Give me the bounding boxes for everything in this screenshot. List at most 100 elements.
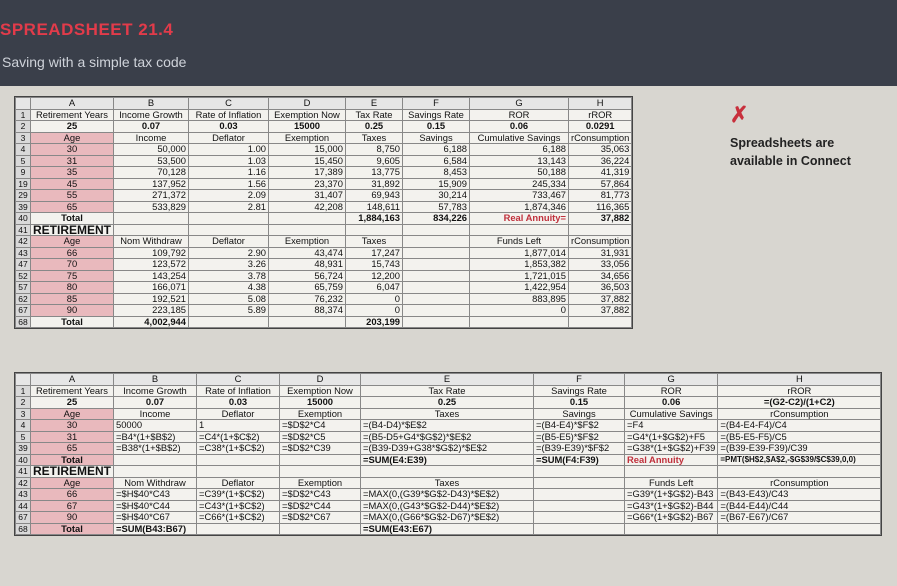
cell-g5[interactable]: =G4*(1+$G$2)+F5 — [623, 430, 719, 443]
cell-h29[interactable]: 81,773 — [567, 189, 633, 202]
cell-a29[interactable]: 55 — [30, 189, 114, 202]
cell-h43[interactable]: 31,931 — [567, 246, 633, 259]
cell-h4[interactable]: =(B4-E4-F4)/C4 — [717, 419, 882, 432]
cell-d68[interactable] — [268, 315, 346, 328]
cell-a67[interactable]: 90 — [30, 511, 114, 524]
column-header-c[interactable]: C — [196, 373, 280, 386]
cell-h5[interactable]: =(B5-E5-F5)/C5 — [717, 430, 882, 443]
column-header-a[interactable]: A — [30, 373, 114, 386]
cell-c2[interactable]: 0.03 — [196, 396, 280, 409]
cell-f43[interactable] — [533, 488, 625, 501]
cell-d2[interactable]: 15000 — [268, 120, 346, 133]
cell-c57[interactable]: 4.38 — [188, 281, 269, 294]
cell-h40[interactable]: 37,882 — [567, 212, 633, 225]
cell-d5[interactable]: =$D$2*C5 — [279, 430, 361, 443]
cell-c5[interactable]: =C4*(1+$C$2) — [196, 430, 280, 443]
cell-f41[interactable] — [533, 465, 625, 478]
cell-a3[interactable]: Age — [30, 131, 114, 144]
cell-g9[interactable]: 50,188 — [469, 166, 569, 179]
cell-e1[interactable]: Tax Rate — [360, 384, 534, 397]
cell-f5[interactable]: =(B5-E5)*$F$2 — [533, 430, 625, 443]
cell-a2[interactable]: 25 — [30, 120, 114, 133]
cell-g1[interactable]: ROR — [469, 108, 569, 121]
cell-c47[interactable]: 3.26 — [188, 258, 269, 271]
cell-g2[interactable]: 0.06 — [623, 396, 719, 409]
cell-b9[interactable]: 70,128 — [113, 166, 189, 179]
cell-b43[interactable]: 109,792 — [113, 246, 189, 259]
cell-b5[interactable]: 53,500 — [113, 154, 189, 167]
cell-h39[interactable]: =(B39-E39-F39)/C39 — [717, 442, 882, 455]
cell-d42[interactable]: Exemption — [279, 476, 361, 489]
cell-c3[interactable]: Deflator — [188, 131, 269, 144]
cell-d1[interactable]: Exemption Now — [279, 384, 361, 397]
row-number[interactable]: 5 — [15, 154, 31, 167]
row-number[interactable]: 1 — [15, 384, 31, 397]
column-header-e[interactable]: E — [360, 373, 534, 386]
cell-g3[interactable]: Cumulative Savings — [469, 131, 569, 144]
row-number[interactable]: 67 — [15, 304, 31, 317]
cell-a42[interactable]: Age — [30, 235, 114, 248]
cell-d68[interactable] — [279, 522, 361, 535]
row-number[interactable]: 2 — [15, 396, 31, 409]
cell-a3[interactable]: Age — [30, 407, 114, 420]
cell-b44[interactable]: =$H$40*C44 — [113, 499, 197, 512]
cell-a68[interactable]: Total — [30, 522, 114, 535]
cell-c2[interactable]: 0.03 — [188, 120, 269, 133]
cell-e4[interactable]: =(B4-D4)*$E$2 — [360, 419, 534, 432]
cell-g42[interactable]: Funds Left — [469, 235, 569, 248]
cell-c4[interactable]: 1.00 — [188, 143, 269, 156]
cell-b5[interactable]: =B4*(1+$B$2) — [113, 430, 197, 443]
cell-d44[interactable]: =$D$2*C44 — [279, 499, 361, 512]
cell-c44[interactable]: =C43*(1+$C$2) — [196, 499, 280, 512]
row-number[interactable]: 44 — [15, 499, 31, 512]
row-number[interactable]: 19 — [15, 177, 31, 190]
cell-f40[interactable]: =SUM(F4:F39) — [533, 453, 625, 466]
cell-g40[interactable]: Real Annuity — [623, 453, 719, 466]
cell-f5[interactable]: 6,584 — [402, 154, 470, 167]
row-number[interactable]: 42 — [15, 476, 31, 489]
column-header-f[interactable]: F — [533, 373, 625, 386]
cell-b62[interactable]: 192,521 — [113, 292, 189, 305]
cell-d5[interactable]: 15,450 — [268, 154, 346, 167]
cell-a2[interactable]: 25 — [30, 396, 114, 409]
cell-d62[interactable]: 76,232 — [268, 292, 346, 305]
cell-f19[interactable]: 15,909 — [402, 177, 470, 190]
cell-e52[interactable]: 12,200 — [345, 269, 403, 282]
cell-f42[interactable] — [402, 235, 470, 248]
cell-a9[interactable]: 35 — [30, 166, 114, 179]
cell-a67[interactable]: 90 — [30, 304, 114, 317]
cell-a42[interactable]: Age — [30, 476, 114, 489]
cell-a5[interactable]: 31 — [30, 430, 114, 443]
cell-f68[interactable] — [402, 315, 470, 328]
cell-a1[interactable]: Retirement Years — [30, 108, 114, 121]
cell-f41[interactable] — [402, 223, 470, 236]
cell-d3[interactable]: Exemption — [268, 131, 346, 144]
cell-h19[interactable]: 57,864 — [567, 177, 633, 190]
cell-g40[interactable]: Real Annuity= — [469, 212, 569, 225]
cell-h2[interactable]: =(G2-C2)/(1+C2) — [717, 396, 882, 409]
cell-c19[interactable]: 1.56 — [188, 177, 269, 190]
cell-d41[interactable] — [268, 223, 346, 236]
cell-g39[interactable]: 1,874,346 — [469, 200, 569, 213]
cell-g39[interactable]: =G38*(1+$G$2)+F39 — [623, 442, 719, 455]
cell-e67[interactable]: 0 — [345, 304, 403, 317]
cell-a5[interactable]: 31 — [30, 154, 114, 167]
cell-e41[interactable] — [360, 465, 534, 478]
cell-h4[interactable]: 35,063 — [567, 143, 633, 156]
cell-e5[interactable]: 9,605 — [345, 154, 403, 167]
cell-b42[interactable]: Nom Withdraw — [113, 235, 189, 248]
cell-d39[interactable]: =$D$2*C39 — [279, 442, 361, 455]
cell-e2[interactable]: 0.25 — [360, 396, 534, 409]
cell-h52[interactable]: 34,656 — [567, 269, 633, 282]
cell-e40[interactable]: 1,884,163 — [345, 212, 403, 225]
row-number[interactable]: 5 — [15, 430, 31, 443]
cell-h5[interactable]: 36,224 — [567, 154, 633, 167]
cell-d67[interactable]: 88,374 — [268, 304, 346, 317]
row-number[interactable]: 68 — [15, 522, 31, 535]
cell-f47[interactable] — [402, 258, 470, 271]
cell-g4[interactable]: =F4 — [623, 419, 719, 432]
row-number[interactable]: 43 — [15, 488, 31, 501]
cell-b52[interactable]: 143,254 — [113, 269, 189, 282]
cell-d40[interactable] — [268, 212, 346, 225]
row-number[interactable]: 4 — [15, 143, 31, 156]
